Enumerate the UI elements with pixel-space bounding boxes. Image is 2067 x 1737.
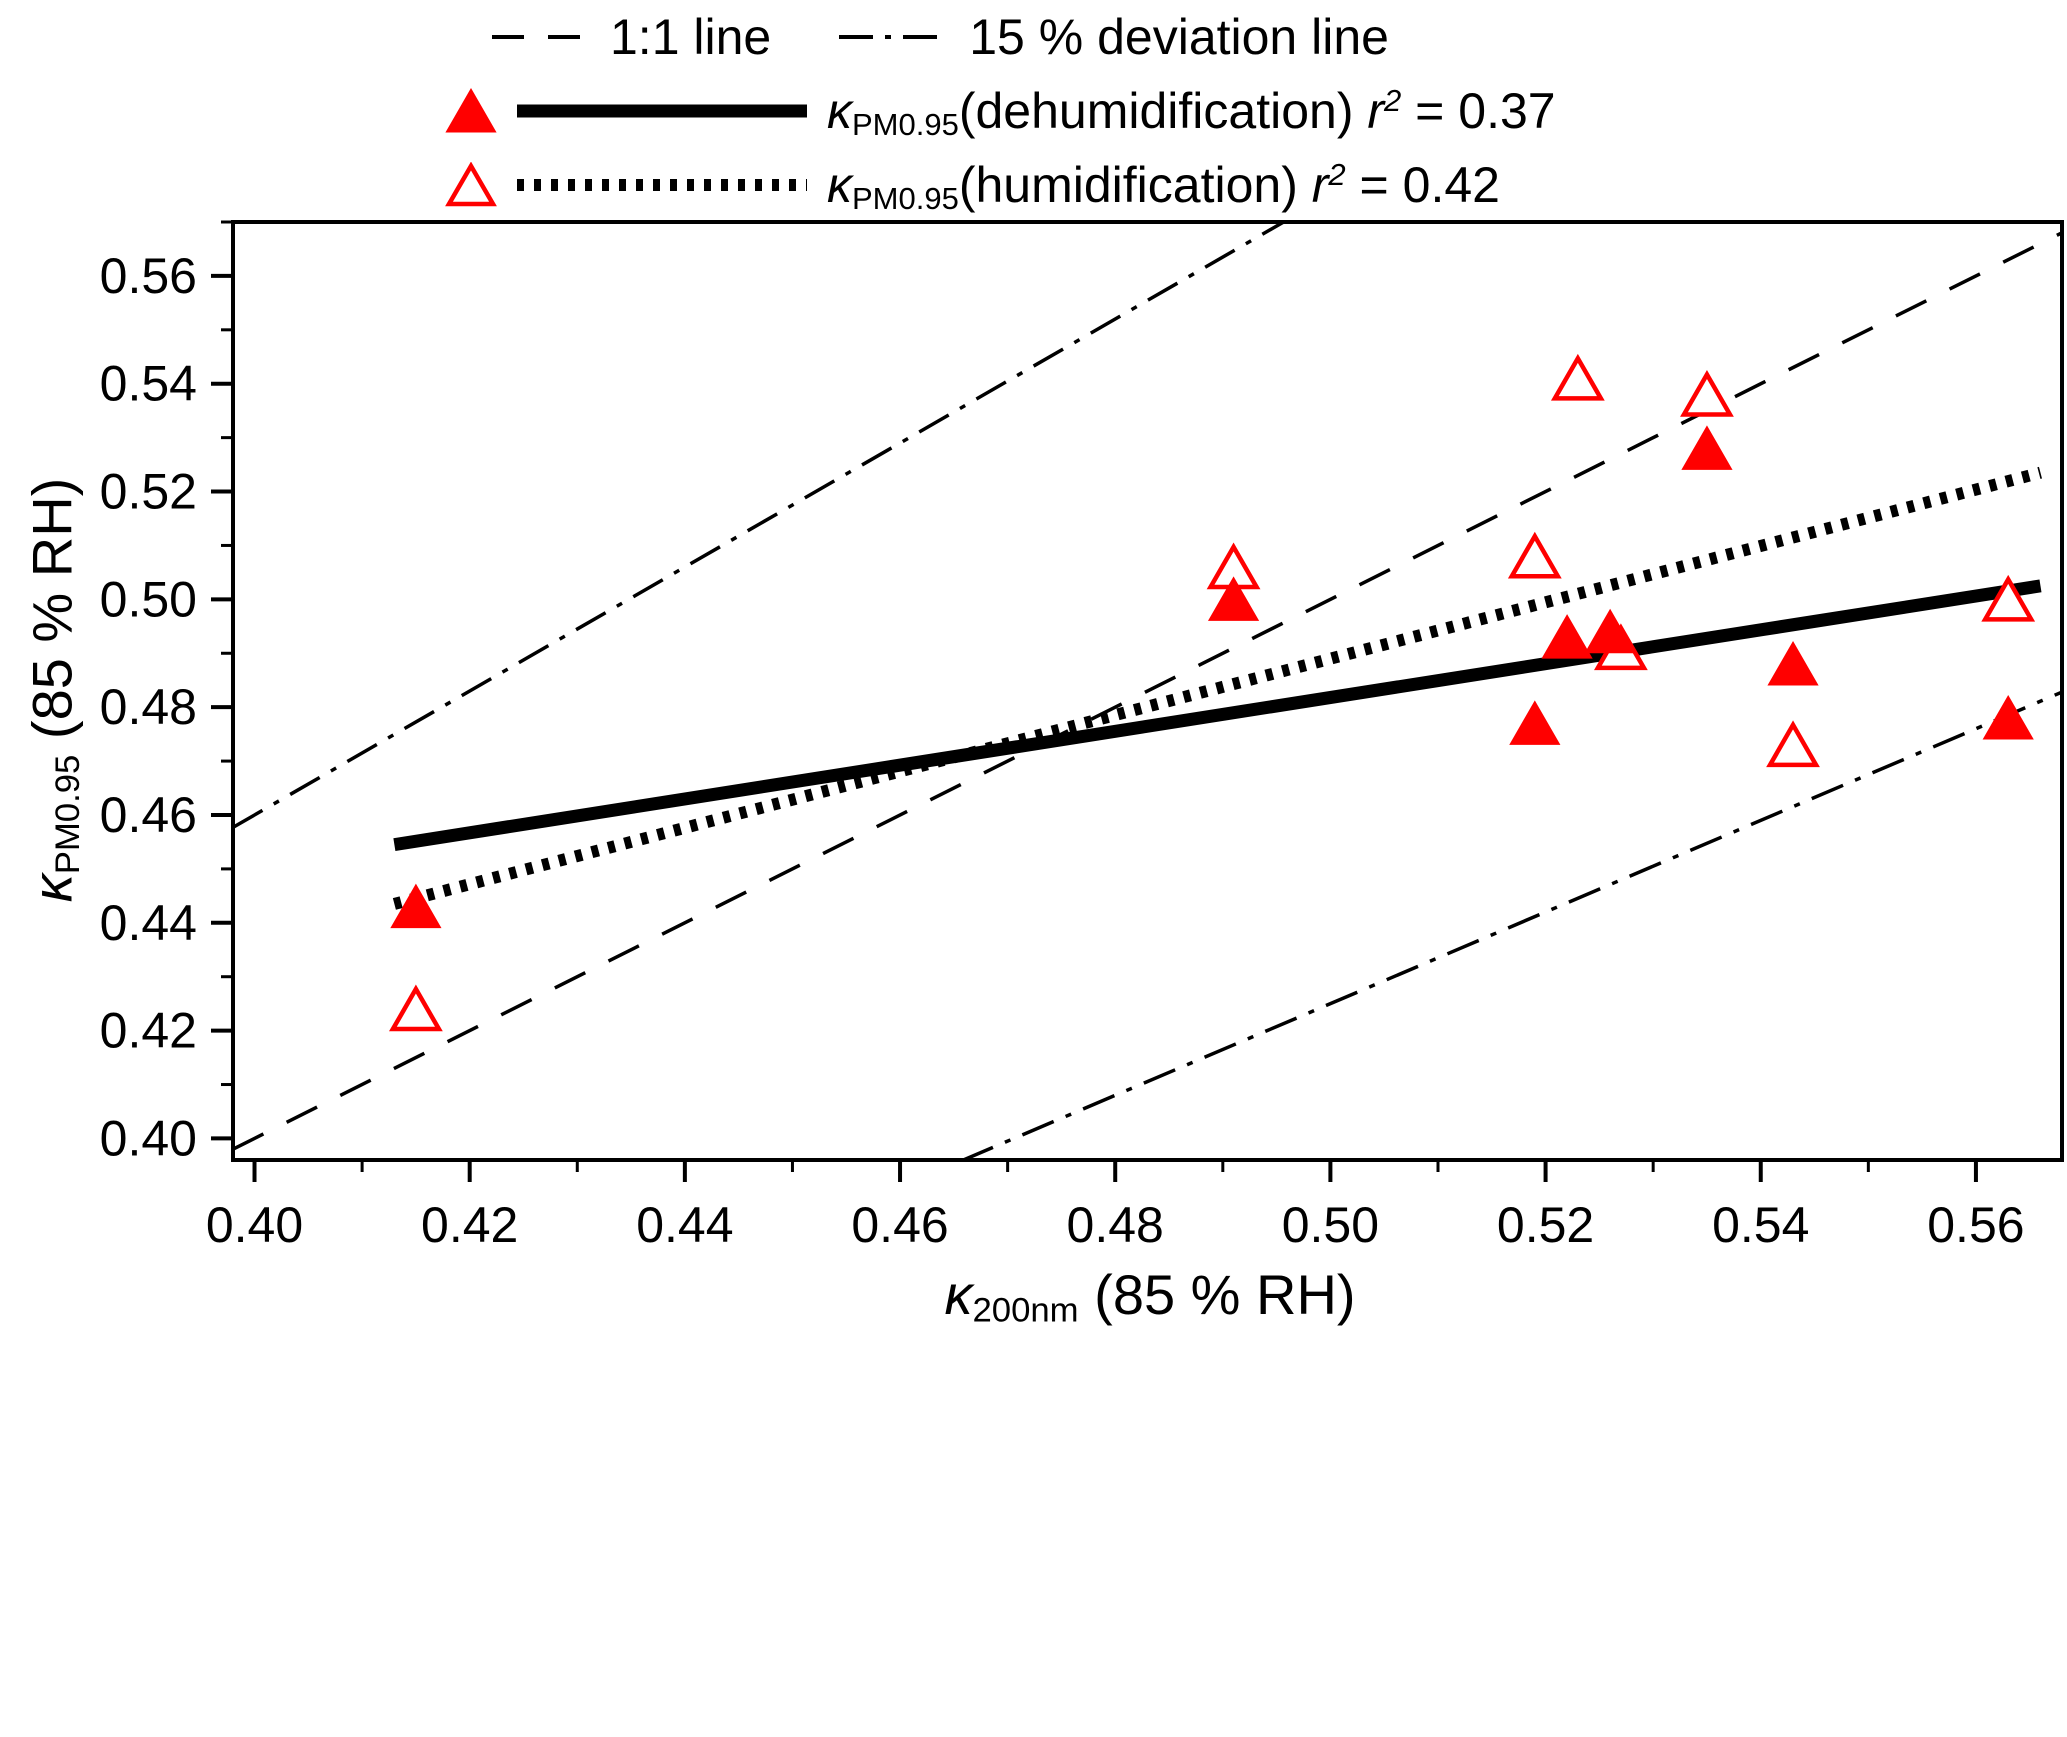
deviation-line [233,222,1288,829]
y-tick-label: 0.56 [100,248,197,304]
dehumidification-point [1509,700,1561,745]
x-axis-title: κ200nm (85 % RH) [944,1262,1356,1330]
r-symbol: r [1367,83,1385,139]
reference-lines [233,222,2062,1160]
open-triangle-marker [445,162,497,207]
dehumidification-point [1207,576,1260,621]
legend-row-humidification: κPM0.95(humidification) r2 = 0.42 [445,152,1556,218]
humidification-point [1981,574,2036,622]
kappa-subscript: PM0.95 [852,106,959,142]
kappa-symbol: κ [827,157,852,213]
dehumidification-point [1982,694,2034,740]
x-tick-label: 0.50 [1282,1197,1379,1253]
deviation-line [958,690,2062,1160]
y-tick-label: 0.42 [100,1003,197,1059]
x-tick-label: 0.42 [421,1197,518,1253]
legend-row-references: 1:1 line 15 % deviation line [490,4,1556,70]
x-axis-units: (85 % RH) [1078,1263,1356,1326]
legend-label-dehumidification: κPM0.95(dehumidification) r2 = 0.37 [827,82,1556,140]
humidification-fit-line [392,466,2043,910]
x-tick-label: 0.56 [1927,1197,2024,1253]
humidification-point [389,984,443,1032]
dehumidification-point [1584,608,1636,654]
dehumidification-point [1767,641,1819,686]
humidification-point [1766,720,1820,768]
legend-label-deviation: 15 % deviation line [969,9,1389,65]
dehumidification-point [390,883,442,929]
y-axis-title: κPM0.95 (85 % RH) [20,477,88,903]
filled-triangle-marker [445,88,497,133]
x-tick-label: 0.44 [636,1197,733,1253]
humidification-point [1550,353,1605,401]
r-value: = 0.37 [1401,83,1556,139]
r-exponent: 2 [1328,156,1346,192]
r-symbol: r [1311,157,1329,213]
dotted-line-sample [517,179,807,191]
y-tick-label: 0.54 [100,356,197,412]
x-tick-label: 0.48 [1067,1197,1164,1253]
kappa-symbol: κ [20,874,84,903]
dehumidification-fit-line [393,579,2042,852]
kappa-symbol: κ [944,1263,973,1326]
y-tick-label: 0.44 [100,895,197,951]
kappa-subscript: PM0.95 [852,180,959,216]
x-tick-label: 0.46 [851,1197,948,1253]
y-tick-label: 0.52 [100,464,197,520]
y-tick-label: 0.40 [100,1110,197,1166]
y-axis-units: (85 % RH) [20,477,84,755]
y-axis-subscript: PM0.95 [49,754,88,875]
legend-label-1to1: 1:1 line [610,9,772,65]
x-tick-label: 0.54 [1712,1197,1809,1253]
legend: 1:1 line 15 % deviation line κPM0.95(deh… [445,4,1556,218]
y-tick-label: 0.46 [100,787,197,843]
kappa-symbol: κ [827,83,852,139]
fit-lines [392,466,2043,910]
x-tick-label: 0.40 [206,1197,303,1253]
y-tick-label: 0.48 [100,679,197,735]
humidification-point [1680,369,1734,417]
x-tick-label: 0.52 [1497,1197,1594,1253]
dashdot-line-sample [839,35,942,39]
plot-frame [231,220,2064,1162]
dashed-line-sample [492,35,582,39]
series-label: (dehumidification) [958,83,1368,139]
axis-ticks [211,220,1978,1182]
tick-labels: 0.40 0.42 0.44 0.46 0.48 0.50 0.52 0.54 0.56 0.40… [100,248,2025,1253]
r-value: = 0.42 [1345,157,1500,213]
dehumidification-point [1681,425,1733,470]
humidification-point [1507,531,1562,579]
one-to-one-line [233,231,2062,1151]
legend-label-humidification: κPM0.95(humidification) r2 = 0.42 [827,156,1500,214]
legend-row-dehumidification: κPM0.95(dehumidification) r2 = 0.37 [445,78,1556,144]
solid-line-sample [517,104,807,118]
series-label: (humidification) [958,157,1312,213]
r-exponent: 2 [1384,82,1402,118]
dehumidification-point [1541,614,1593,659]
x-axis-subscript: 200nm [972,1291,1079,1330]
y-tick-label: 0.50 [100,571,197,627]
data-points [389,353,2036,1032]
